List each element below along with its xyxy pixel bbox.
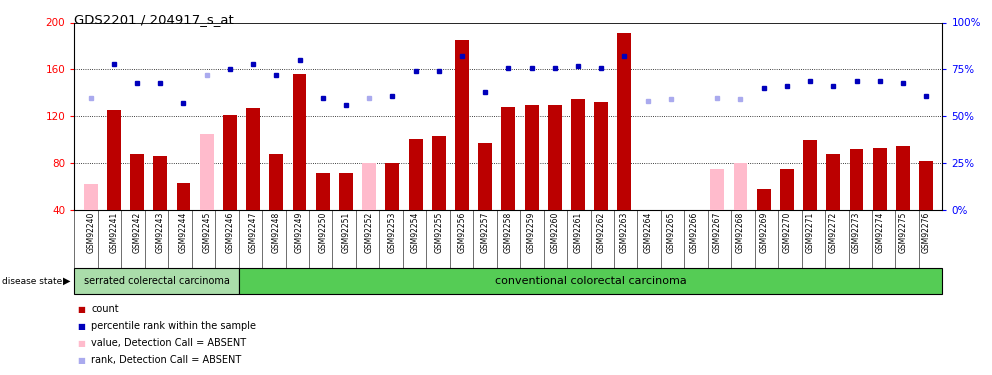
Bar: [594, 102, 608, 210]
Bar: [478, 143, 492, 210]
Bar: [896, 146, 910, 210]
Text: count: count: [91, 304, 119, 314]
Bar: [432, 136, 445, 210]
Bar: [270, 154, 284, 210]
Text: percentile rank within the sample: percentile rank within the sample: [91, 321, 256, 331]
Text: ■: ■: [77, 339, 85, 348]
Bar: [849, 149, 863, 210]
Text: ■: ■: [77, 322, 85, 331]
Text: rank, Detection Call = ABSENT: rank, Detection Call = ABSENT: [91, 355, 241, 365]
Text: serrated colerectal carcinoma: serrated colerectal carcinoma: [83, 276, 229, 286]
Bar: [733, 163, 747, 210]
Bar: [154, 156, 168, 210]
Bar: [873, 148, 887, 210]
Bar: [804, 140, 817, 210]
Text: disease state: disease state: [2, 277, 62, 286]
Bar: [548, 105, 561, 210]
Text: value, Detection Call = ABSENT: value, Detection Call = ABSENT: [91, 338, 246, 348]
Bar: [501, 107, 516, 210]
Bar: [83, 184, 97, 210]
Bar: [710, 169, 724, 210]
Bar: [315, 172, 329, 210]
Bar: [826, 154, 840, 210]
Bar: [339, 172, 353, 210]
Bar: [780, 169, 794, 210]
Bar: [107, 110, 121, 210]
Bar: [199, 134, 213, 210]
Bar: [177, 183, 190, 210]
Text: ■: ■: [77, 356, 85, 364]
Bar: [664, 210, 678, 233]
Bar: [571, 99, 585, 210]
Bar: [617, 33, 631, 210]
Text: ▶: ▶: [62, 276, 70, 286]
Bar: [362, 163, 376, 210]
Text: conventional colorectal carcinoma: conventional colorectal carcinoma: [495, 276, 686, 286]
Bar: [525, 105, 539, 210]
Bar: [455, 40, 469, 210]
Bar: [641, 210, 655, 245]
Bar: [130, 154, 144, 210]
Bar: [74, 268, 239, 294]
Text: GDS2201 / 204917_s_at: GDS2201 / 204917_s_at: [74, 13, 234, 26]
Text: ■: ■: [77, 305, 85, 314]
Bar: [246, 108, 260, 210]
Bar: [757, 189, 771, 210]
Bar: [293, 74, 307, 210]
Bar: [409, 138, 423, 210]
Bar: [920, 161, 933, 210]
Bar: [386, 163, 400, 210]
Bar: [223, 115, 237, 210]
Bar: [239, 268, 942, 294]
